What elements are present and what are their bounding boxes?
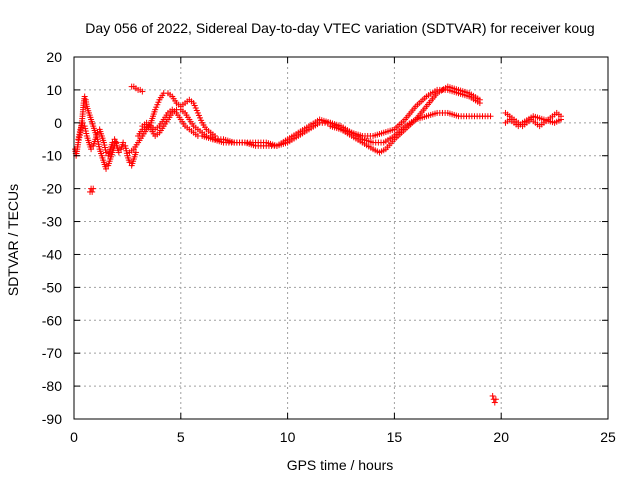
x-tick-label: 25 [600, 429, 616, 445]
data-point [103, 149, 110, 156]
data-point [139, 88, 146, 95]
data-point [487, 113, 494, 120]
data-point [81, 93, 88, 100]
data-point [476, 96, 483, 103]
data-point [89, 188, 96, 195]
data-point [491, 399, 498, 406]
x-tick-label: 10 [280, 429, 296, 445]
data-point [94, 129, 101, 136]
x-tick-label: 5 [177, 429, 185, 445]
plot-frame [73, 56, 609, 420]
data-marks [72, 83, 565, 406]
data-point [109, 139, 116, 146]
data-point [489, 392, 496, 399]
x-tick-label: 20 [493, 429, 509, 445]
axis-ticks [73, 56, 609, 420]
y-tick-label: -50 [42, 279, 62, 295]
y-tick-label: -70 [42, 345, 62, 361]
y-tick-label: -10 [42, 148, 62, 164]
x-tick-label: 0 [70, 429, 78, 445]
data-point [492, 396, 499, 403]
y-tick-label: -40 [42, 246, 62, 262]
y-tick-label: 20 [46, 49, 62, 65]
y-axis-label: SDTVAR / TECUs [5, 184, 21, 296]
data-point [126, 159, 133, 166]
y-tick-labels: 20 10 0 -10 -20 -30 -40 -50 -60 -70 -80 -90 [42, 49, 62, 427]
x-tick-labels: 0 5 10 15 20 25 [70, 429, 616, 445]
y-tick-label: -30 [42, 214, 62, 230]
data-point [88, 146, 95, 153]
data-point [558, 116, 565, 123]
data-point [132, 149, 139, 156]
x-axis-label: GPS time / hours [287, 457, 394, 473]
data-point [120, 139, 127, 146]
chart-title: Day 056 of 2022, Sidereal Day-to-day VTE… [85, 20, 594, 36]
y-tick-label: 10 [46, 82, 62, 98]
data-point [79, 119, 86, 126]
y-tick-label: -80 [42, 378, 62, 394]
data-point [115, 149, 122, 156]
data-point [90, 185, 97, 192]
y-tick-label: -90 [42, 411, 62, 427]
y-tick-label: 0 [54, 115, 62, 131]
y-tick-label: -20 [42, 181, 62, 197]
y-tick-label: -60 [42, 312, 62, 328]
data-point [103, 165, 110, 172]
x-tick-label: 15 [387, 429, 403, 445]
